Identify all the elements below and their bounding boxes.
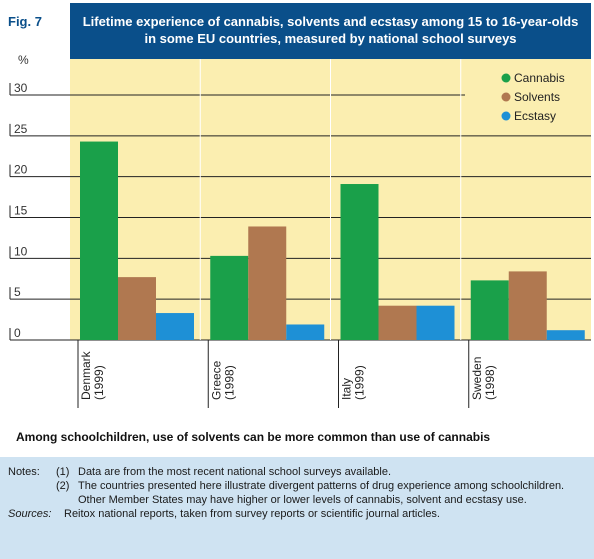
bar-ecstasy-italy (416, 305, 455, 340)
note-text: The countries presented here illustrate … (78, 480, 565, 506)
group-separators (199, 59, 462, 340)
tick-label-25: 25 (14, 122, 28, 136)
note-number: (1) (56, 466, 70, 478)
bar-solvents-greece (248, 226, 287, 340)
chart-title: Lifetime experience of cannabis, solvent… (70, 3, 591, 59)
chart-subtitle: Among schoolchildren, use of solvents ca… (16, 430, 491, 444)
tick-label-0: 0 (14, 326, 21, 340)
note-text: Data are from the most recent national s… (78, 466, 392, 478)
sources-text: Reitox national reports, taken from surv… (64, 508, 440, 520)
x-axis-categories: Denmark (1999) Greece (1998) Italy (1999) Swed… (77, 340, 497, 408)
legend-label-solvents: Solvents (514, 90, 560, 104)
bar-cannabis-denmark (80, 141, 118, 340)
bar-ecstasy-sweden (546, 330, 585, 340)
notes-heading: Notes: (8, 466, 40, 478)
notes-box: Notes: (1) Data are from the most recent… (0, 457, 594, 559)
legend: Cannabis Solvents Ecstasy (501, 71, 565, 123)
y-axis: % 0 5 10 15 20 25 30 (9, 53, 29, 340)
bar-ecstasy-denmark (156, 313, 194, 340)
bar-cannabis-sweden (470, 280, 509, 340)
note-number: (2) (56, 480, 70, 492)
tick-label-10: 10 (14, 244, 28, 258)
bar-solvents-sweden (508, 271, 547, 340)
category-label-year: (1998) (222, 365, 236, 400)
category-label-country: Greece (209, 360, 223, 400)
legend-marker-cannabis (501, 73, 511, 83)
bar-solvents-denmark (118, 277, 156, 340)
category-label-year: (1999) (92, 365, 106, 400)
sources-row: Sources: Reitox national reports, taken … (8, 507, 574, 521)
category-label-year: (1998) (483, 365, 497, 400)
legend-marker-solvents (501, 92, 511, 102)
note-row-1: Notes: (1) Data are from the most recent… (8, 465, 574, 479)
tick-label-20: 20 (14, 163, 28, 177)
bar-cannabis-greece (210, 255, 249, 340)
tick-label-15: 15 (14, 204, 28, 218)
legend-label-ecstasy: Ecstasy (514, 109, 556, 123)
y-axis-unit: % (18, 53, 29, 67)
tick-label-5: 5 (14, 285, 21, 299)
bar-cannabis-italy (340, 184, 379, 340)
note-row-2: (2) The countries presented here illustr… (8, 479, 574, 507)
figure-label: Fig. 7 (8, 14, 42, 29)
legend-marker-ecstasy (501, 111, 511, 121)
category-label-year: (1999) (353, 365, 367, 400)
sources-heading: Sources: (8, 508, 52, 520)
bar-ecstasy-greece (286, 324, 325, 340)
legend-label-cannabis: Cannabis (514, 71, 565, 85)
bars (80, 141, 585, 340)
category-label-country: Italy (340, 378, 354, 400)
category-label-country: Sweden (470, 357, 484, 400)
category-label-country: Denmark (79, 350, 93, 400)
tick-label-30: 30 (14, 81, 28, 95)
bar-solvents-italy (378, 305, 417, 340)
